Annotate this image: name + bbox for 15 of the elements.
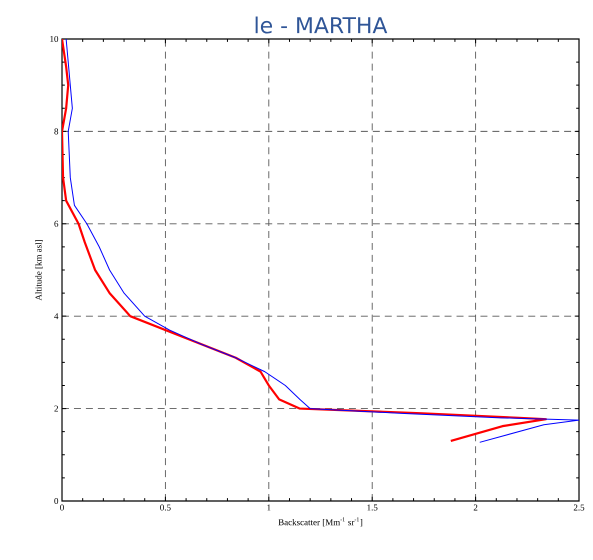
x-tick-label: 2 — [474, 504, 478, 510]
y-tick-label: 6 — [54, 220, 58, 227]
x-tick-label: 1.5 — [367, 504, 378, 511]
y-axis-title: Altitude [km asl] — [35, 240, 43, 301]
y-tick-label: 10 — [50, 36, 58, 42]
x-tick-label: 1 — [267, 504, 271, 510]
x-axis-title: Backscatter [Mm$^{-1}$ sr$^{-1}$] — [278, 517, 362, 526]
y-tick-label: 2 — [54, 406, 58, 412]
x-tick-label: 0 — [60, 504, 64, 511]
y-tick-label: 8 — [54, 128, 58, 134]
y-tick-label: 4 — [54, 313, 58, 320]
y-tick-label: 0 — [54, 498, 58, 504]
x-tick-label: 2.5 — [574, 504, 584, 511]
x-tick-label: 0.5 — [160, 504, 171, 511]
chart-title: le - MARTHA — [256, 16, 388, 34]
